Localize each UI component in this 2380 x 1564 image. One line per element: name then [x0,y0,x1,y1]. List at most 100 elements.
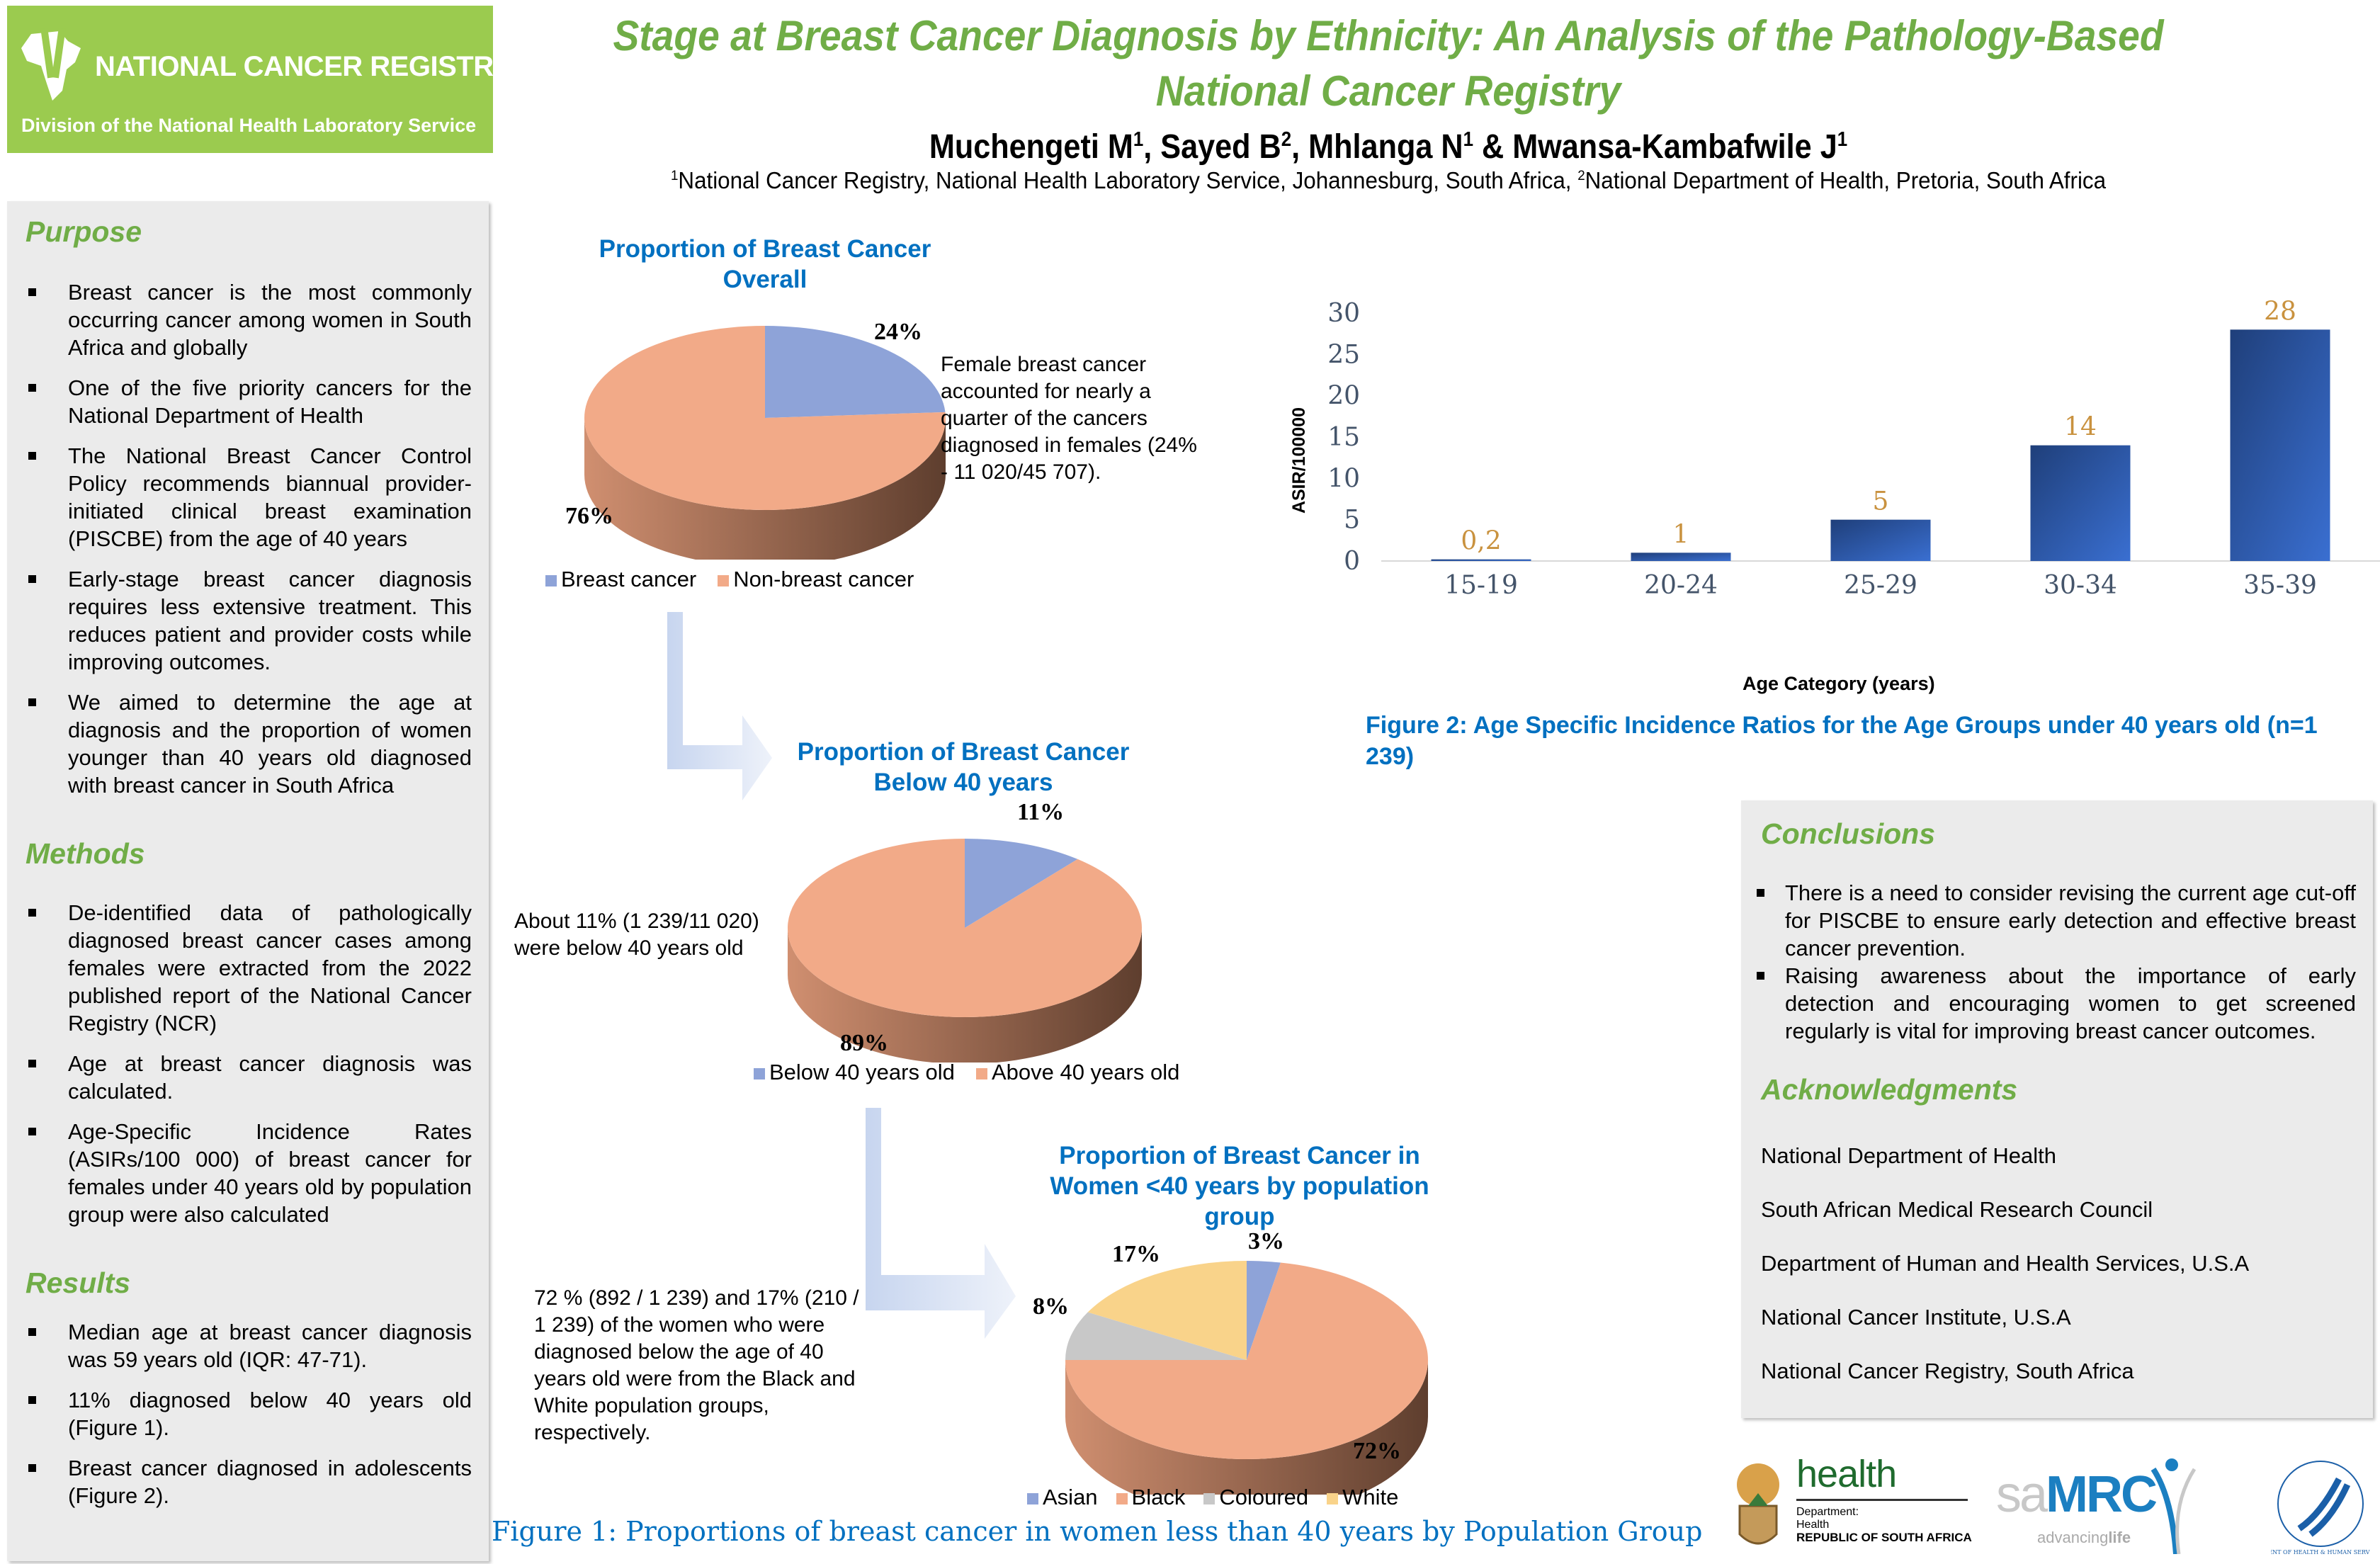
y-tick-label: 15 [1327,423,1360,452]
bar-value-label: 1 [1673,520,1689,549]
y-tick-label: 10 [1327,464,1360,493]
legend-swatch [1027,1492,1038,1504]
pie2-label-below: 11% [1017,799,1065,825]
pie-slice-black [1065,1262,1428,1459]
figure2-caption: Figure 2: Age Specific Incidence Ratios … [1366,712,2318,770]
hhs-seal-icon: DEPARTMENT OF HEALTH & HUMAN SERVICES · … [2271,1461,2370,1556]
bar-20-24 [1631,552,1731,561]
pie1-chart [584,326,946,560]
ack-item: South African Medical Research Council [1761,1197,2153,1222]
health-logo-text: Department: Health REPUBLIC OF SOUTH AFR… [1796,1506,1972,1544]
y-tick-label: 20 [1327,382,1360,411]
legend-item: Breast cancer [545,567,696,592]
legend-swatch [1327,1492,1339,1504]
pie2-legend: Below 40 years old Above 40 years old [754,1060,1179,1085]
list-item: There is a need to consider revising the… [1754,879,2356,962]
title-line-1: Stage at Breast Cancer Diagnosis by Ethn… [613,12,2164,60]
bar-15-19 [1431,559,1531,561]
legend-swatch [1116,1492,1128,1504]
partner-logos: health Department: Health REPUBLIC OF SO… [1726,1445,2377,1558]
legend-item: Above 40 years old [975,1060,1179,1085]
pie3-label-white: 17% [1112,1241,1160,1267]
y-tick-label: 25 [1327,340,1360,369]
title-line-2: National Cancer Registry [1155,67,1621,115]
poster-title: Stage at Breast Cancer Diagnosis by Ethn… [567,8,2209,119]
bar-value-label: 0,2 [1461,527,1501,556]
results-list: Median age at breast cancer diagnosis wa… [26,1318,472,1522]
x-tick-label: 20-24 [1644,571,1718,600]
bar-30-34 [2030,445,2131,561]
pie-slice-white [1087,1261,1247,1360]
affiliations: 1National Cancer Registry, National Heal… [670,167,2107,193]
list-item: One of the five priority cancers for the… [26,374,472,429]
pie1-label-breast: 24% [874,319,922,345]
x-tick-label: 35-39 [2243,571,2317,600]
pie1-note: Female breast cancer accounted for nearl… [941,353,1197,484]
legend-item: Non-breast cancer [718,567,914,592]
pie-slice-non-breast-cancer [584,326,946,510]
pie3-label-asian: 3% [1248,1228,1284,1254]
methods-heading: Methods [26,837,145,870]
legend-swatch [975,1067,987,1080]
ack-item: National Department of Health [1761,1143,2057,1168]
acknowledgments-heading: Acknowledgments [1761,1073,2018,1106]
x-tick-label: 15-19 [1444,571,1518,600]
author: Sayed B2, [1160,128,1309,166]
flow-arrow-icon [866,1108,1016,1339]
pie-slice-coloured [1065,1312,1247,1360]
pie-slice-below-40-years-old [965,839,1078,928]
pie3-chart [1065,1261,1428,1495]
svg-text:DEPARTMENT OF HEALTH & HUMAN S: DEPARTMENT OF HEALTH & HUMAN SERVICES · … [2271,1549,2370,1556]
legend-item: Asian [1027,1485,1098,1510]
author: Mhlanga N1 & [1308,128,1513,166]
list-item: Breast cancer diagnosed in adolescents (… [26,1454,472,1509]
legend-swatch [545,574,557,586]
x-axis-label: Age Category (years) [1742,673,1935,694]
bar-chart: 0 5 10 15 20 25 30 0,2 15-19 1 20-24 5 25-29 14 30-34 2… [1289,297,2380,600]
bar-35-39 [2230,329,2330,561]
ack-item: National Cancer Institute, U.S.A [1761,1305,2071,1330]
list-item: Median age at breast cancer diagnosis wa… [26,1318,472,1373]
list-item: Age-Specific Incidence Rates (ASIRs/100 … [26,1118,472,1228]
pie3-title: Proportion of Breast Cancer in Women <40… [1050,1142,1429,1230]
conclusions-heading: Conclusions [1761,817,1936,850]
coat-of-arms-icon [1737,1463,1779,1545]
logo-org-name: NATIONAL CANCER REGISTRY [95,51,511,82]
pie1-label-nonbreast: 76% [565,503,613,529]
legend-swatch [1203,1492,1216,1504]
list-item: The National Breast Cancer Control Polic… [26,442,472,552]
list-item: Age at breast cancer diagnosis was calcu… [26,1050,472,1105]
list-item: Breast cancer is the most commonly occur… [26,278,472,361]
bar-25-29 [1830,519,1931,561]
author: Muchengeti M1, [929,128,1161,166]
samrc-tagline: advancinglife [2037,1529,2131,1546]
author-list: Muchengeti M1, Sayed B2, Mhlanga N1 & Mw… [585,128,2192,166]
left-panel-content: Purpose Breast cancer is the most common… [26,215,472,1522]
pie2-chart [788,839,1142,1062]
list-item: Early-stage breast cancer diagnosis requ… [26,565,472,676]
pie-side [1065,1360,1428,1495]
logo-division: Division of the National Health Laborato… [21,115,477,136]
author: Mwansa-Kambafwile J1 [1512,128,1848,166]
pie2-note: About 11% (1 239/11 020) were below 40 y… [514,910,759,960]
bar-value-label: 28 [2264,297,2296,326]
africa-ribbon-icon [21,28,81,101]
pie-slice-above-40-years-old [788,839,1142,1017]
purpose-list: Breast cancer is the most commonly occur… [26,278,472,812]
pie3-label-coloured: 8% [1033,1293,1069,1320]
y-tick-label: 5 [1344,506,1360,535]
list-item: De-identified data of pathologically dia… [26,899,472,1037]
pie-side [788,928,1142,1062]
pie3-legend: Asian Black Coloured White [1027,1485,1398,1510]
list-item: Raising awareness about the importance o… [1754,962,2356,1045]
methods-list: De-identified data of pathologically dia… [26,899,472,1241]
left-panel: Purpose Breast cancer is the most common… [7,201,489,1561]
pie3-note: 72 % (892 / 1 239) and 17% (210 / 1 239)… [534,1286,859,1444]
pie2-label-above: 89% [840,1030,888,1056]
ncr-logo: NATIONAL CANCER REGISTRY Division of the… [7,6,511,153]
bar-value-label: 14 [2064,413,2097,442]
health-logo-word: health [1796,1453,1897,1495]
list-item: 11% diagnosed below 40 years old (Figure… [26,1386,472,1441]
pie-slice-breast-cancer [765,326,946,418]
y-tick-label: 0 [1344,547,1360,576]
